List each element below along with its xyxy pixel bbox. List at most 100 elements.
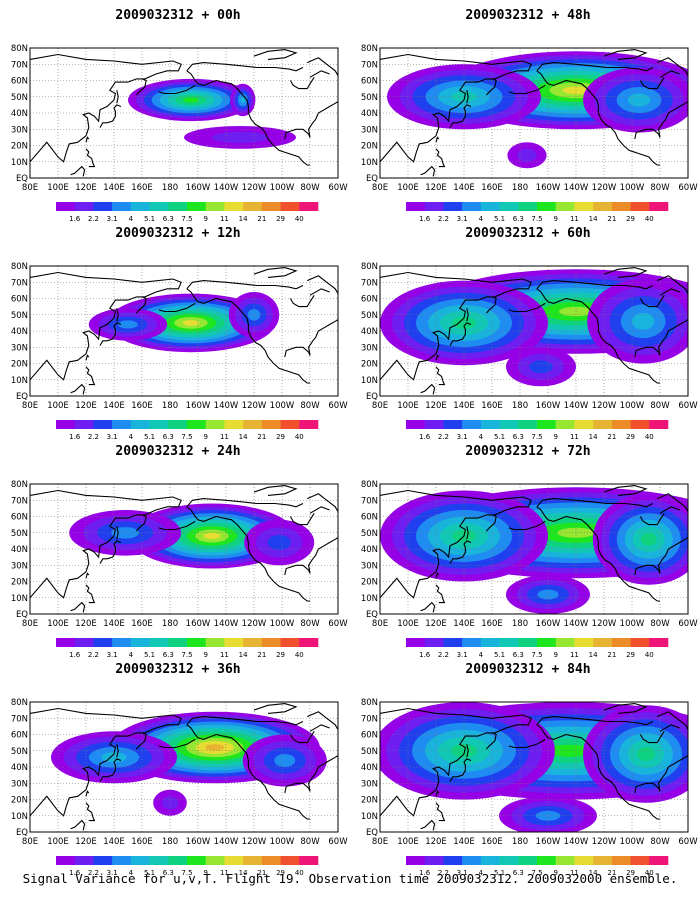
lat-tick-label: EQ (366, 610, 378, 620)
coastline (253, 267, 298, 278)
coastline (253, 703, 298, 714)
lon-tick-label: 80E (22, 183, 38, 193)
colorbar-label: 21 (607, 869, 616, 877)
coastline (466, 526, 469, 540)
lon-tick-label: 120W (592, 401, 617, 411)
variance-contour (517, 148, 537, 162)
lat-tick-label: 10N (11, 812, 28, 822)
coastline (135, 78, 147, 96)
coastline (289, 77, 315, 90)
colorbar-label: 7.5 (531, 215, 542, 223)
variance-map: 80E 100E 120E 140E 160E 180 160W 140W 120W 100W 80… (11, 698, 348, 847)
coastline (449, 758, 472, 782)
coastline (186, 288, 310, 384)
lon-tick-label: 180 (512, 401, 528, 411)
lon-tick-label: 100W (620, 183, 645, 193)
colorbar-swatch (93, 420, 113, 429)
coastline (99, 758, 122, 782)
colorbar-swatch (243, 420, 263, 429)
colorbar-swatch (406, 420, 426, 429)
coastline (536, 70, 660, 166)
lat-tick-label: 20N (11, 360, 28, 370)
colorbar-label: 6.3 (513, 215, 524, 223)
lon-tick-label: 120W (242, 401, 267, 411)
coastline (289, 731, 315, 744)
lat-tick-label: 10N (361, 812, 378, 822)
colorbar-label: 14 (589, 215, 598, 223)
colorbar-swatch (149, 638, 169, 647)
colorbar-swatch (593, 202, 613, 211)
colorbar-label: 14 (589, 869, 598, 877)
colorbar-swatch (574, 638, 594, 647)
coastline (639, 77, 665, 90)
colorbar-label: 4 (479, 433, 484, 441)
coastline (186, 716, 304, 726)
lon-tick-label: 100W (620, 837, 645, 847)
colorbar-swatch (480, 202, 500, 211)
colorbar: 1.6 2.2 3.1 4 5.1 6.3 7.5 9 11 14 21 29 40 (56, 420, 319, 441)
coastline (284, 346, 311, 358)
variance-contour (640, 532, 657, 546)
lon-tick-label: 160E (131, 401, 153, 411)
variance-contour (205, 744, 225, 751)
colorbar-swatch (130, 638, 150, 647)
colorbar-label: 6.3 (163, 869, 174, 877)
lat-tick-label: 30N (361, 561, 378, 571)
colorbar-swatch (518, 420, 538, 429)
lon-tick-label: 100W (620, 401, 645, 411)
lat-tick-label: 20N (361, 796, 378, 806)
lat-tick-label: 10N (11, 376, 28, 386)
coastline (634, 128, 661, 140)
colorbar: 1.6 2.2 3.1 4 5.1 6.3 7.5 9 11 14 21 29 40 (406, 420, 669, 441)
lat-tick-label: 60N (361, 295, 378, 305)
colorbar-label: 2.2 (438, 869, 449, 877)
colorbar-swatch (480, 420, 500, 429)
coastline (308, 319, 338, 356)
colorbar-label: 3.1 (457, 651, 468, 659)
colorbar-label: 1.6 (69, 215, 81, 223)
lat-tick-label: EQ (366, 392, 378, 402)
colorbar-swatch (299, 420, 319, 429)
lon-tick-label: 180 (162, 837, 178, 847)
colorbar-swatch (299, 856, 319, 865)
lon-tick-label: 160W (536, 837, 561, 847)
colorbar-label: 29 (276, 651, 285, 659)
colorbar-label: 4 (129, 215, 134, 223)
colorbar-swatch (630, 202, 650, 211)
coastline (186, 62, 304, 72)
variance-contour (529, 360, 553, 374)
panel-title: 2009032312 + 12h (115, 226, 241, 241)
coastline (449, 322, 472, 346)
coastline (309, 506, 330, 514)
lat-tick-label: 10N (11, 594, 28, 604)
coastline (289, 295, 315, 308)
figure-caption: Signal Variance for u,v,T. Flight 19. Ob… (22, 871, 678, 886)
colorbar-swatch (574, 856, 594, 865)
colorbar-swatch (168, 420, 188, 429)
colorbar-label: 21 (607, 651, 616, 659)
colorbar-swatch (280, 202, 300, 211)
forecast-panel: 2009032312 + 00h 80E 100E 120E 140E 160E 180 1… (8, 8, 348, 223)
lat-tick-label: 40N (11, 109, 28, 119)
lon-tick-label: 120E (75, 401, 97, 411)
coastline (485, 514, 497, 532)
colorbar-swatch (406, 202, 426, 211)
coastline (85, 366, 96, 386)
colorbar-label: 9 (553, 869, 557, 877)
lat-tick-label: 80N (361, 480, 378, 490)
lat-tick-label: 10N (11, 158, 28, 168)
colorbar-swatch (299, 638, 319, 647)
colorbar-swatch (261, 202, 281, 211)
variance-contour (182, 320, 200, 326)
forecast-panel: 2009032312 + 48h 80E 100E 120E 140E 160E 180 1… (358, 8, 698, 223)
coastline (435, 136, 440, 143)
colorbar-swatch (74, 202, 94, 211)
lon-tick-label: 160E (131, 183, 153, 193)
colorbar-label: 40 (645, 651, 654, 659)
colorbar-swatch (555, 420, 575, 429)
lon-tick-label: 120E (425, 183, 447, 193)
lat-tick-label: 30N (361, 125, 378, 135)
coastline (85, 790, 90, 797)
lon-tick-label: 100E (47, 183, 69, 193)
coastline (30, 707, 182, 817)
